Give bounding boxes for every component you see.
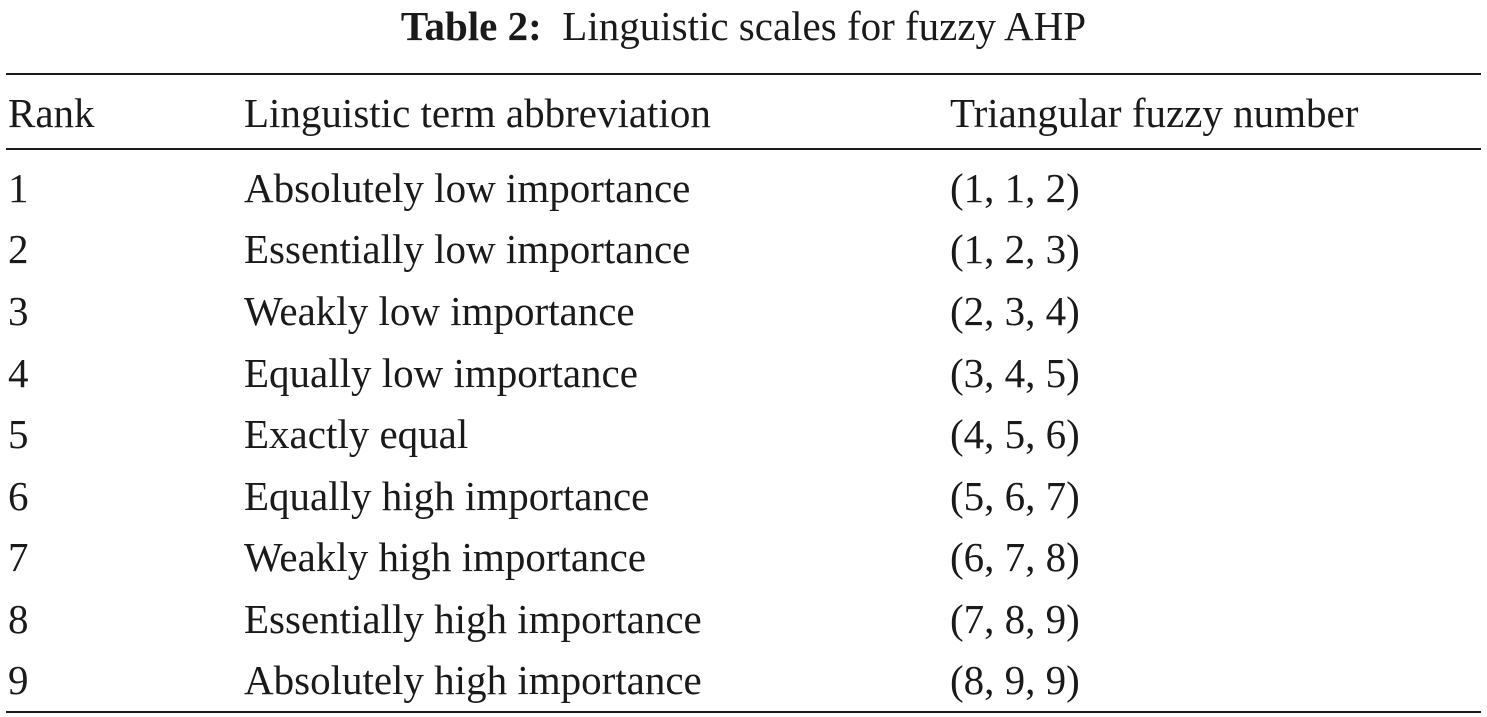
- header-fuzzy-number: Triangular fuzzy number: [950, 90, 1359, 136]
- fuzzy-number-cell: (6, 7, 8): [950, 534, 1080, 580]
- fuzzy-number-cell: (7, 8, 9): [950, 596, 1080, 642]
- table-row: 6 Equally high importance (5, 6, 7): [0, 466, 1487, 526]
- table-row: 5 Exactly equal (4, 5, 6): [0, 404, 1487, 464]
- term-cell: Weakly low importance: [244, 288, 635, 334]
- rank-cell: 1: [8, 165, 29, 211]
- term-cell: Exactly equal: [244, 411, 469, 457]
- table-row: 9 Absolutely high importance (8, 9, 9): [0, 650, 1487, 710]
- rank-cell: 4: [8, 350, 29, 396]
- term-cell: Weakly high importance: [244, 534, 647, 580]
- header-rule: [6, 148, 1481, 150]
- rank-cell: 3: [8, 288, 29, 334]
- table-header-row: Rank Linguistic term abbreviation Triang…: [0, 83, 1487, 143]
- table-row: 1 Absolutely low importance (1, 1, 2): [0, 158, 1487, 218]
- fuzzy-number-cell: (2, 3, 4): [950, 288, 1080, 334]
- term-cell: Absolutely low importance: [244, 165, 691, 211]
- term-cell: Essentially high importance: [244, 596, 702, 642]
- rank-cell: 6: [8, 473, 29, 519]
- fuzzy-number-cell: (8, 9, 9): [950, 657, 1080, 703]
- table-row: 2 Essentially low importance (1, 2, 3): [0, 219, 1487, 279]
- rank-cell: 5: [8, 411, 29, 457]
- caption-label: Table 2:: [400, 3, 542, 49]
- header-linguistic-term: Linguistic term abbreviation: [244, 90, 711, 136]
- term-cell: Equally low importance: [244, 350, 638, 396]
- fuzzy-number-cell: (1, 1, 2): [950, 165, 1080, 211]
- fuzzy-number-cell: (3, 4, 5): [950, 350, 1080, 396]
- bottom-rule: [6, 711, 1481, 713]
- fuzzy-number-cell: (5, 6, 7): [950, 473, 1080, 519]
- term-cell: Essentially low importance: [244, 226, 691, 272]
- rank-cell: 9: [8, 657, 29, 703]
- table-row: 4 Equally low importance (3, 4, 5): [0, 343, 1487, 403]
- caption-text: Linguistic scales for fuzzy AHP: [562, 3, 1087, 49]
- rank-cell: 2: [8, 226, 29, 272]
- fuzzy-number-cell: (1, 2, 3): [950, 226, 1080, 272]
- rank-cell: 7: [8, 534, 29, 580]
- rank-cell: 8: [8, 596, 29, 642]
- header-rank: Rank: [8, 90, 95, 136]
- fuzzy-number-cell: (4, 5, 6): [950, 411, 1080, 457]
- table-row: 3 Weakly low importance (2, 3, 4): [0, 281, 1487, 341]
- term-cell: Absolutely high importance: [244, 657, 702, 703]
- top-rule: [6, 73, 1481, 75]
- table-caption: Table 2: Linguistic scales for fuzzy AHP: [0, 0, 1487, 52]
- term-cell: Equally high importance: [244, 473, 650, 519]
- table-row: 7 Weakly high importance (6, 7, 8): [0, 527, 1487, 587]
- table-row: 8 Essentially high importance (7, 8, 9): [0, 589, 1487, 649]
